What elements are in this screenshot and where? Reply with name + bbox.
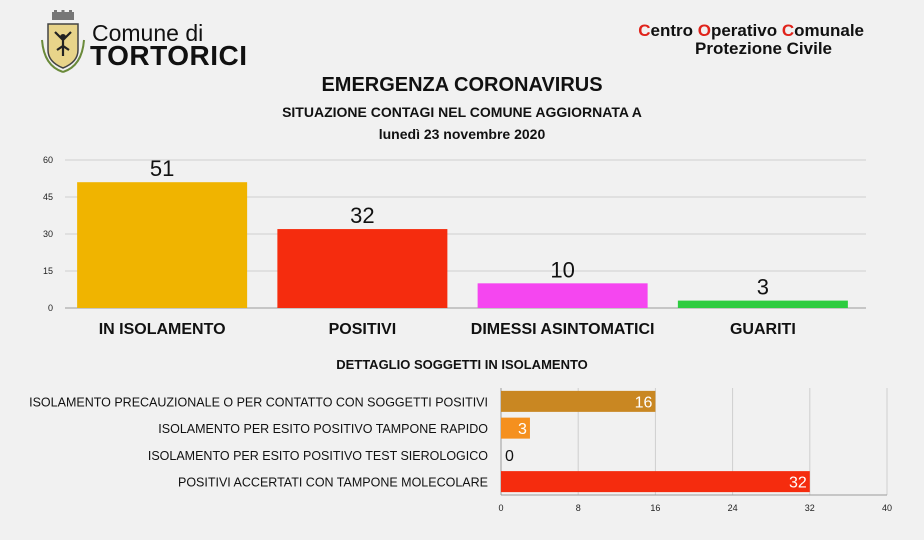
coc-rest-1: entro [650,21,698,40]
main-bar-chart: 0 15 30 45 60 51 IN ISOLAMENTO 32 POSITIVI 10 DIME… [43,155,866,338]
page-subtitle: SITUAZIONE CONTAGI NEL COMUNE AGGIORNATA… [282,104,642,120]
bar-value-label: 0 [505,448,514,465]
y-tick-label: 30 [43,229,53,239]
x-tick-label: 40 [882,503,892,513]
coat-of-arms-logo [41,10,85,73]
x-category-label: IN ISOLAMENTO [99,321,226,338]
y-tick-label: 60 [43,155,53,165]
y-tick-label: 0 [48,303,53,313]
bar-value-label: 16 [635,394,653,411]
y-category-label: ISOLAMENTO PER ESITO POSITIVO TEST SIERO… [148,449,488,463]
detail-title: DETTAGLIO SOGGETTI IN ISOLAMENTO [336,357,588,372]
update-date: lunedì 23 novembre 2020 [378,126,546,142]
bar-value-label: 10 [550,257,574,282]
x-tick-label: 16 [650,503,660,513]
coc-initial-3: C [781,21,795,40]
bar [501,417,530,439]
x-tick-label: 8 [576,503,581,513]
bar-value-label: 3 [757,275,769,300]
y-tick-label: 45 [43,192,53,202]
x-category-label: DIMESSI ASINTOMATICI [471,321,655,338]
y-tick-label: 15 [43,266,53,276]
bar [277,229,448,308]
page-title: EMERGENZA CORONAVIRUS [321,74,603,96]
x-category-label: GUARITI [730,321,796,338]
bar [501,471,810,493]
x-tick-label: 32 [805,503,815,513]
bar [501,390,656,412]
x-category-label: POSITIVI [329,321,397,338]
coc-subtitle: Protezione Civile [695,39,832,58]
x-tick-label: 0 [498,503,503,513]
bar-value-label: 32 [789,475,807,492]
bar-value-label: 32 [350,203,374,228]
coc-title: Centro Operativo Comunale [638,21,864,41]
y-category-label: ISOLAMENTO PRECAUZIONALE O PER CONTATTO … [29,395,488,409]
y-category-label: POSITIVI ACCERTATI CON TAMPONE MOLECOLAR… [178,476,488,490]
bar [477,283,648,308]
coc-rest-2: perativo [710,21,782,40]
bar [77,182,248,308]
comune-label: Comune di [92,20,204,46]
x-tick-label: 24 [728,503,738,513]
coc-initial-1: C [638,21,651,40]
bar [677,300,848,308]
y-category-label: ISOLAMENTO PER ESITO POSITIVO TAMPONE RA… [158,422,488,436]
coc-initial-2: O [697,21,711,40]
bar-value-label: 51 [150,156,174,181]
bar-value-label: 3 [518,421,527,438]
coc-rest-3: omunale [794,21,864,40]
comune-name: TORTORICI [90,40,248,71]
